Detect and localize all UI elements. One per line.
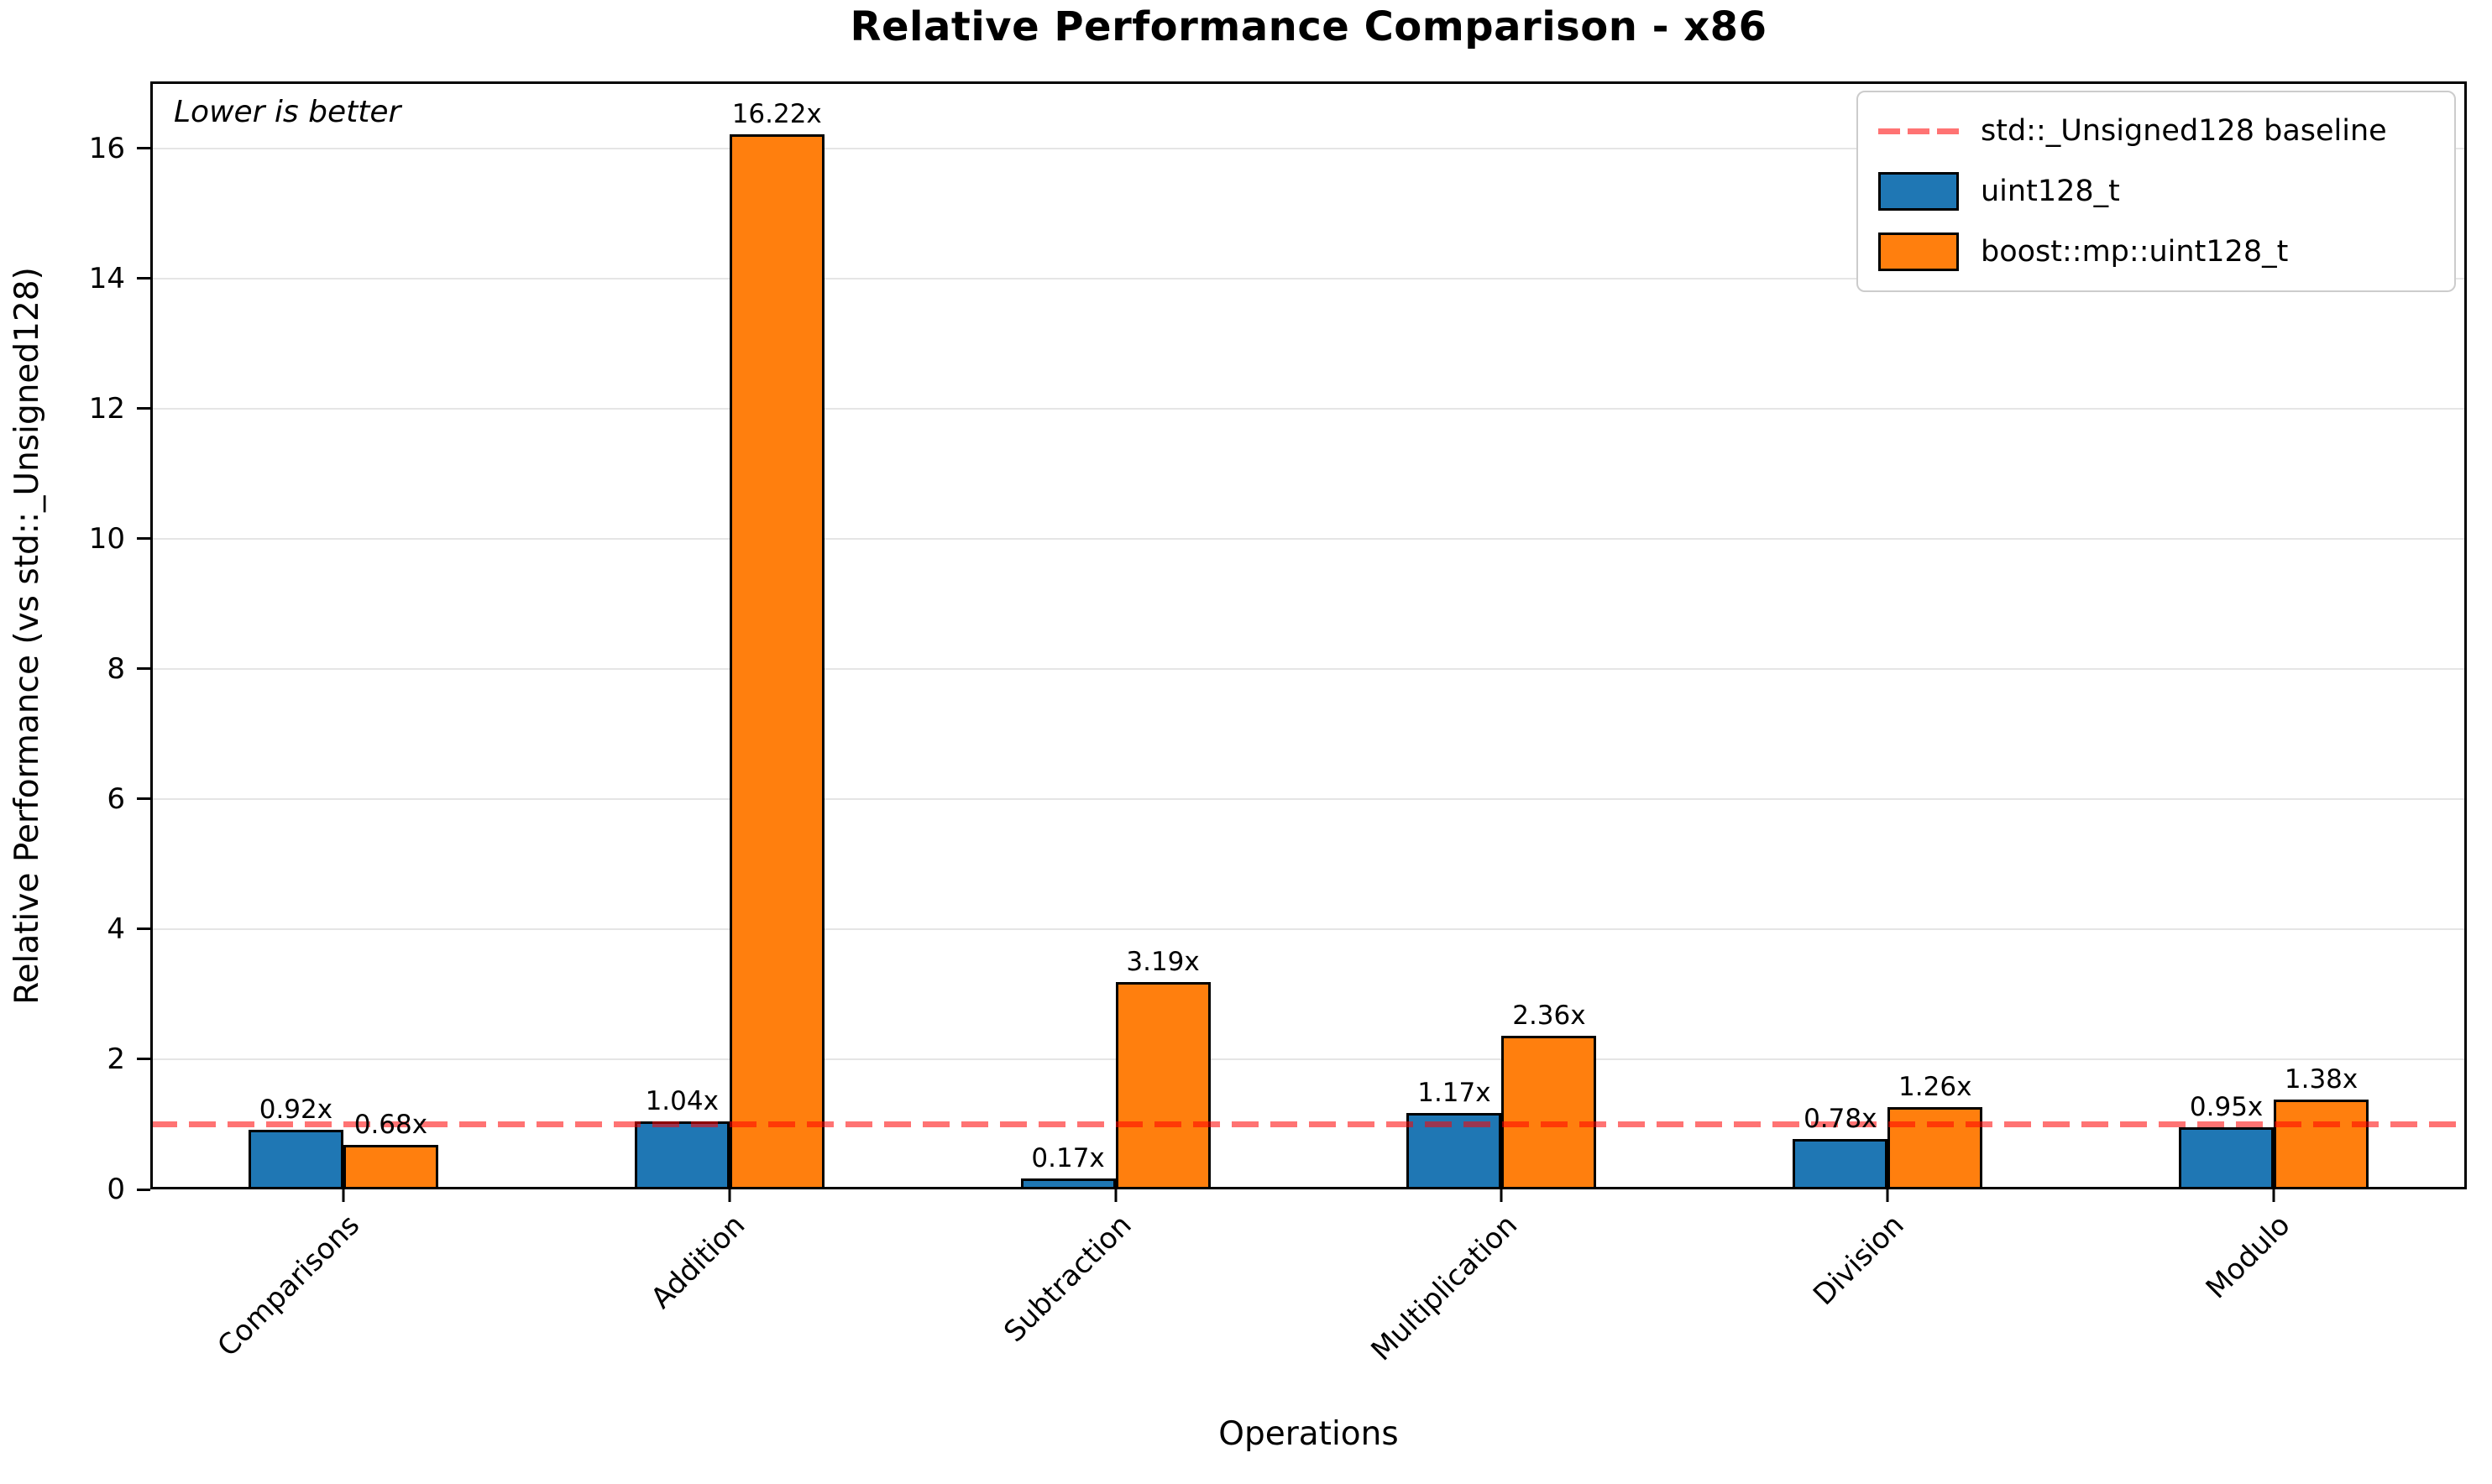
bar-value-label: 1.04x bbox=[645, 1086, 719, 1117]
gridline-y-14 bbox=[150, 277, 2467, 280]
y-tick-10 bbox=[137, 537, 150, 541]
gridline-y-10 bbox=[150, 537, 2467, 540]
y-tick-8 bbox=[137, 667, 150, 671]
legend-label-series-0: uint128_t bbox=[1981, 175, 2120, 208]
x-tick-label-2: Subtraction bbox=[997, 1208, 1139, 1349]
x-tick-label-1: Addition bbox=[645, 1208, 752, 1316]
bar-value-label: 1.38x bbox=[2284, 1064, 2358, 1095]
annotation-lower-is-better: Lower is better bbox=[174, 95, 401, 129]
bar-boost-mp-uint128-t-addition bbox=[729, 133, 825, 1189]
x-tick-label-0: Comparisons bbox=[211, 1208, 366, 1364]
y-axis-label: Relative Performance (vs std::_Unsigned1… bbox=[8, 266, 46, 1005]
y-tick-14 bbox=[137, 277, 150, 280]
y-axis-label-wrap: Relative Performance (vs std::_Unsigned1… bbox=[5, 81, 49, 1189]
x-tick-label-4: Division bbox=[1806, 1208, 1911, 1313]
bar-uint128-t-modulo bbox=[2179, 1127, 2275, 1189]
legend-row-baseline: std::_Unsigned128 baseline bbox=[1878, 104, 2434, 158]
y-tick-0 bbox=[137, 1188, 150, 1191]
bar-uint128-t-comparisons bbox=[248, 1129, 343, 1189]
baseline-dashed-line-sample bbox=[1878, 128, 1959, 134]
y-tick-label-8: 8 bbox=[107, 651, 125, 686]
y-tick-12 bbox=[137, 407, 150, 410]
bar-value-label: 0.17x bbox=[1031, 1142, 1105, 1173]
legend-row-series-0: uint128_t bbox=[1878, 165, 2434, 218]
legend-label-baseline: std::_Unsigned128 baseline bbox=[1981, 114, 2387, 148]
series-0-color-swatch bbox=[1878, 172, 1959, 211]
bar-boost-mp-uint128-t-division bbox=[1887, 1107, 1983, 1189]
legend: std::_Unsigned128 baseline uint128_t boo… bbox=[1856, 91, 2456, 292]
x-tick-0 bbox=[342, 1189, 345, 1202]
y-tick-6 bbox=[137, 797, 150, 801]
y-tick-2 bbox=[137, 1058, 150, 1061]
bar-value-label: 3.19x bbox=[1126, 946, 1200, 977]
series-1-color-swatch bbox=[1878, 233, 1959, 271]
bar-value-label: 0.95x bbox=[2189, 1092, 2264, 1123]
y-tick-label-10: 10 bbox=[88, 521, 125, 556]
gridline-y-2 bbox=[150, 1058, 2467, 1060]
gridline-y-8 bbox=[150, 667, 2467, 670]
x-tick-label-3: Multiplication bbox=[1364, 1208, 1525, 1368]
bar-boost-mp-uint128-t-comparisons bbox=[343, 1145, 438, 1189]
gridline-y-12 bbox=[150, 407, 2467, 410]
bar-value-label: 16.22x bbox=[731, 98, 822, 129]
y-tick-label-2: 2 bbox=[107, 1042, 125, 1076]
x-tick-5 bbox=[2272, 1189, 2275, 1202]
y-tick-label-6: 6 bbox=[107, 781, 125, 816]
y-tick-label-12: 12 bbox=[88, 391, 125, 426]
bar-value-label: 1.26x bbox=[1898, 1072, 1972, 1103]
x-axis-label: Operations bbox=[1218, 1415, 1399, 1453]
bar-uint128-t-addition bbox=[634, 1121, 730, 1189]
y-tick-label-4: 4 bbox=[107, 912, 125, 946]
legend-label-series-1: boost::mp::uint128_t bbox=[1981, 235, 2289, 269]
y-tick-label-0: 0 bbox=[107, 1173, 125, 1206]
x-tick-3 bbox=[1500, 1189, 1503, 1202]
plot-area: Lower is better std::_Unsigned128 baseli… bbox=[89, 81, 2467, 1367]
bar-boost-mp-uint128-t-subtraction bbox=[1115, 981, 1211, 1189]
y-tick-16 bbox=[137, 147, 150, 150]
bar-uint128-t-subtraction bbox=[1020, 1178, 1116, 1189]
gridline-y-4 bbox=[150, 928, 2467, 930]
x-tick-4 bbox=[1886, 1189, 1889, 1202]
bar-uint128-t-division bbox=[1793, 1138, 1888, 1189]
y-tick-4 bbox=[137, 928, 150, 931]
chart-title: Relative Performance Comparison - x86 bbox=[850, 3, 1767, 50]
bar-value-label: 0.68x bbox=[353, 1110, 428, 1141]
gridline-y-16 bbox=[150, 147, 2467, 149]
bar-boost-mp-uint128-t-multiplication bbox=[1501, 1036, 1597, 1189]
legend-row-series-1: boost::mp::uint128_t bbox=[1878, 225, 2434, 279]
x-tick-1 bbox=[728, 1189, 731, 1202]
gridline-y-6 bbox=[150, 797, 2467, 800]
y-tick-label-14: 14 bbox=[88, 261, 125, 295]
bar-value-label: 0.92x bbox=[259, 1094, 333, 1125]
x-tick-label-5: Modulo bbox=[2199, 1208, 2296, 1306]
x-tick-2 bbox=[1114, 1189, 1118, 1202]
bar-boost-mp-uint128-t-modulo bbox=[2274, 1100, 2369, 1189]
y-tick-label-16: 16 bbox=[88, 131, 125, 165]
bar-value-label: 1.17x bbox=[1417, 1078, 1491, 1109]
baseline-dashed-line bbox=[150, 1121, 2467, 1127]
bar-value-label: 2.36x bbox=[1512, 1001, 1586, 1032]
bar-value-label: 0.78x bbox=[1804, 1103, 1877, 1134]
